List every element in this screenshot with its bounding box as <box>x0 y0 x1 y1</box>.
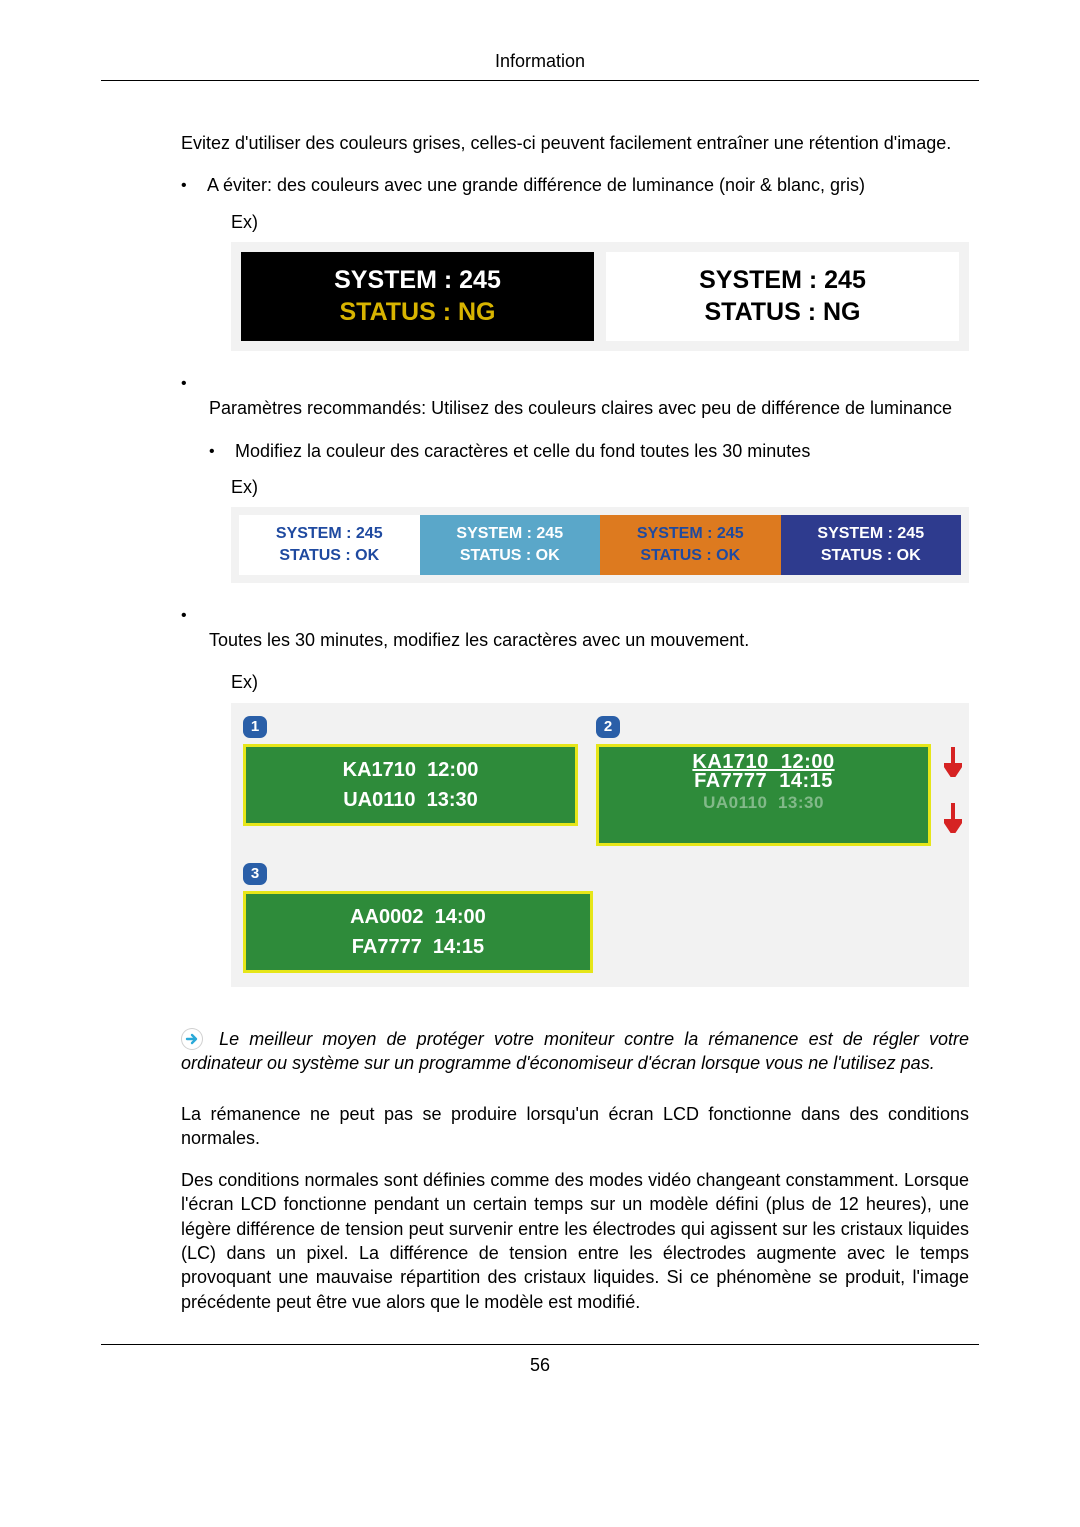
empty-bullet-1: • <box>181 371 969 395</box>
example2-box: SYSTEM : 245STATUS : OK <box>239 515 420 574</box>
panel2-main2: FA7777 14:15 <box>599 769 928 794</box>
example3-panel2-col: 2 AA0002 14:00 KA1710 12:00 FA7777 14:15… <box>596 713 957 846</box>
example2-box: SYSTEM : 245STATUS : OK <box>420 515 601 574</box>
avoid-text: A éviter: des couleurs avec une grande d… <box>207 173 969 197</box>
avoid-bullet: • A éviter: des couleurs avec une grande… <box>181 173 969 197</box>
ex1-right-status: STATUS : NG <box>704 296 860 329</box>
panel1: KA1710 12:00 UA0110 13:30 <box>243 744 578 826</box>
bullet-dot: • <box>181 371 189 395</box>
panel2-faded-top: AA0002 14:00 <box>599 744 928 750</box>
example3: 1 KA1710 12:00 UA0110 13:30 2 AA0002 14:… <box>231 703 969 987</box>
ex1-right-system: SYSTEM : 245 <box>699 264 866 297</box>
example2-box: SYSTEM : 245STATUS : OK <box>781 515 962 574</box>
scroll-arrows <box>943 747 963 833</box>
bullet-dot: • <box>209 439 217 463</box>
badge-2: 2 <box>596 716 620 738</box>
example3-panel1-col: 1 KA1710 12:00 UA0110 13:30 <box>243 713 578 826</box>
page: Information Evitez d'utiliser des couleu… <box>0 0 1080 1417</box>
bullet-dot: • <box>181 603 189 627</box>
page-content: Evitez d'utiliser des couleurs grises, c… <box>181 131 969 1314</box>
badge-3: 3 <box>243 863 267 885</box>
ex1-left-status: STATUS : NG <box>339 296 495 329</box>
ex2-status: STATUS : OK <box>420 545 601 567</box>
info-note: Le meilleur moyen de protéger votre moni… <box>181 1025 969 1076</box>
panel3-line2: FA7777 14:15 <box>260 932 576 962</box>
ex2-label: Ex) <box>231 475 969 499</box>
panel3: AA0002 14:00 FA7777 14:15 <box>243 891 593 973</box>
ex3-label: Ex) <box>231 670 969 694</box>
ex2-status: STATUS : OK <box>781 545 962 567</box>
ex2-system: SYSTEM : 245 <box>239 523 420 545</box>
example2-inner: SYSTEM : 245STATUS : OKSYSTEM : 245STATU… <box>239 515 961 574</box>
page-footer: 56 <box>101 1344 979 1376</box>
ex2-system: SYSTEM : 245 <box>600 523 781 545</box>
panel1-line2: UA0110 13:30 <box>260 785 561 815</box>
panel2-faded-bot: UA0110 13:30 <box>599 792 928 813</box>
info-arrow-icon <box>181 1028 203 1050</box>
ex1-label: Ex) <box>231 210 969 234</box>
panel2: AA0002 14:00 KA1710 12:00 FA7777 14:15 U… <box>596 744 931 846</box>
example1: SYSTEM : 245 STATUS : NG SYSTEM : 245 ST… <box>231 242 969 351</box>
empty-bullet-2: • <box>181 603 969 627</box>
intro-paragraph: Evitez d'utiliser des couleurs grises, c… <box>181 131 969 155</box>
panel2-inner: AA0002 14:00 KA1710 12:00 FA7777 14:15 U… <box>599 744 928 822</box>
example3-top-row: 1 KA1710 12:00 UA0110 13:30 2 AA0002 14:… <box>243 713 957 846</box>
arrow-down-icon <box>943 747 963 777</box>
movement-paragraph: Toutes les 30 minutes, modifiez les cara… <box>209 628 969 652</box>
example2-box: SYSTEM : 245STATUS : OK <box>600 515 781 574</box>
example1-box-dark: SYSTEM : 245 STATUS : NG <box>241 252 594 341</box>
bullet-dot: • <box>181 173 189 197</box>
ex2-status: STATUS : OK <box>600 545 781 567</box>
ex2-status: STATUS : OK <box>239 545 420 567</box>
example3-panel3-col: 3 AA0002 14:00 FA7777 14:15 <box>243 860 593 973</box>
page-header: Information <box>101 51 979 81</box>
example1-box-light: SYSTEM : 245 STATUS : NG <box>606 252 959 341</box>
modify-bullet: • Modifiez la couleur des caractères et … <box>209 439 969 463</box>
modify-text: Modifiez la couleur des caractères et ce… <box>235 439 969 463</box>
example2: SYSTEM : 245STATUS : OKSYSTEM : 245STATU… <box>231 507 969 582</box>
panel1-line1: KA1710 12:00 <box>260 755 561 785</box>
recommended-paragraph: Paramètres recommandés: Utilisez des cou… <box>209 396 969 420</box>
badge-1: 1 <box>243 716 267 738</box>
example1-inner: SYSTEM : 245 STATUS : NG SYSTEM : 245 ST… <box>241 252 959 341</box>
ex1-left-system: SYSTEM : 245 <box>334 264 501 297</box>
info-note-text: Le meilleur moyen de protéger votre moni… <box>181 1029 969 1073</box>
ex2-system: SYSTEM : 245 <box>781 523 962 545</box>
lcd-paragraph: La rémanence ne peut pas se produire lor… <box>181 1102 969 1151</box>
ex2-system: SYSTEM : 245 <box>420 523 601 545</box>
header-title: Information <box>495 51 585 71</box>
panel3-line1: AA0002 14:00 <box>260 902 576 932</box>
normal-paragraph: Des conditions normales sont définies co… <box>181 1168 969 1314</box>
arrow-down-icon <box>943 803 963 833</box>
page-number: 56 <box>530 1355 550 1375</box>
